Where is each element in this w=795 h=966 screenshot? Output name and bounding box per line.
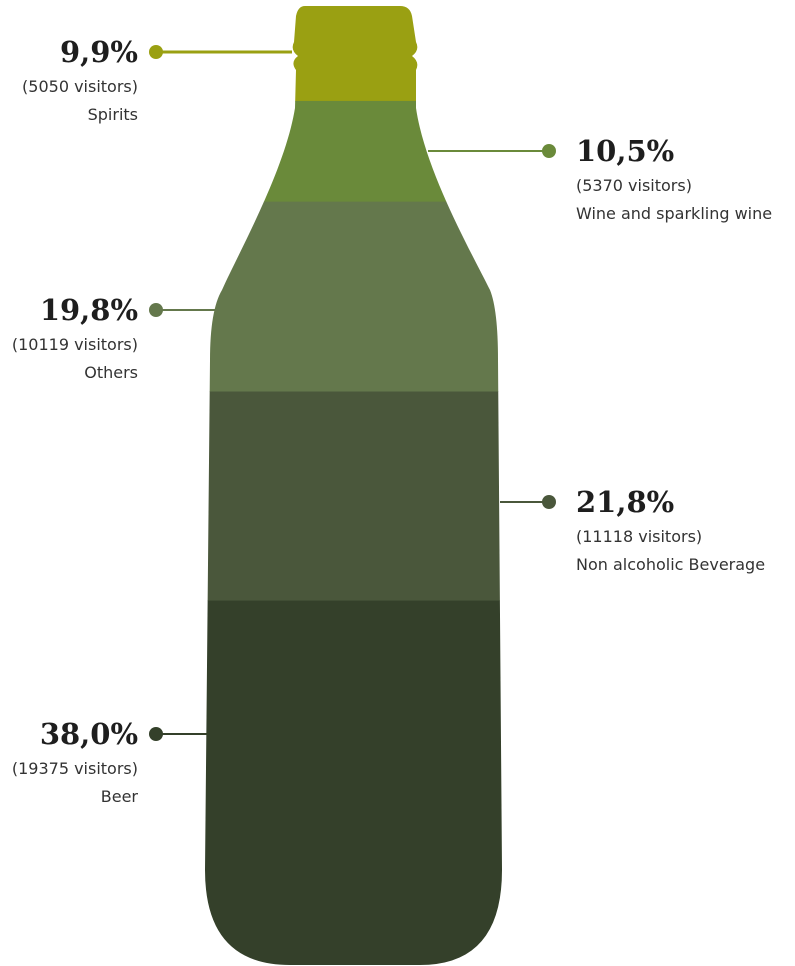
category-label: Non alcoholic Beverage [576, 555, 765, 574]
percent-label: 9,9% [60, 35, 138, 69]
bottle-band [205, 391, 502, 602]
bottle-band [205, 6, 502, 102]
leader-dot [542, 144, 556, 158]
visitors-label: (10119 visitors) [12, 335, 138, 354]
percent-label: 38,0% [40, 717, 138, 751]
leader-dot [149, 303, 163, 317]
bottle-band [205, 600, 502, 965]
leader-dot [149, 727, 163, 741]
category-label: Beer [101, 787, 139, 806]
visitors-label: (5370 visitors) [576, 176, 692, 195]
visitors-label: (11118 visitors) [576, 527, 702, 546]
percent-label: 21,8% [576, 485, 674, 519]
bottle [205, 6, 502, 965]
visitors-label: (19375 visitors) [12, 759, 138, 778]
leader-dot [149, 45, 163, 59]
category-label: Wine and sparkling wine [576, 204, 772, 223]
leader-dot [542, 495, 556, 509]
category-label: Others [84, 363, 138, 382]
percent-label: 19,8% [40, 293, 138, 327]
bottle-band [205, 201, 502, 393]
percent-label: 10,5% [576, 134, 674, 168]
visitors-label: (5050 visitors) [22, 77, 138, 96]
category-label: Spirits [88, 105, 138, 124]
